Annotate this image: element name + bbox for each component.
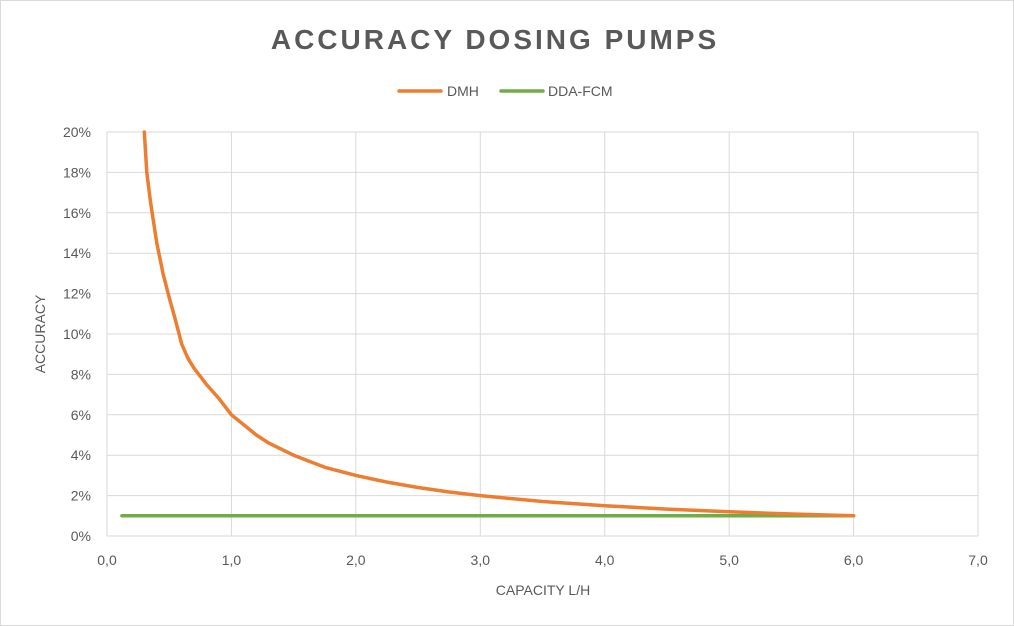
y-tick-label: 12% [63,286,91,302]
chart-title: ACCURACY DOSING PUMPS [271,24,719,55]
y-axis-ticks: 0% 2% 4% 6% 8% 10% 12% 14% 16% 18% 20% [63,124,91,544]
x-tick-label: 5,0 [719,552,739,568]
y-tick-label: 20% [63,124,91,140]
legend-label-dda-fcm: DDA-FCM [548,83,613,99]
y-tick-label: 14% [63,245,91,261]
series-line-dmh [142,130,856,518]
x-tick-label: 4,0 [595,552,615,568]
legend-label-dmh: DMH [447,83,479,99]
y-tick-label: 2% [71,488,91,504]
x-tick-label: 2,0 [346,552,366,568]
x-tick-label: 7,0 [968,552,988,568]
series-layer [120,130,856,518]
grid [106,131,979,537]
x-axis-label: CAPACITY L/H [496,582,590,598]
x-tick-label: 0,0 [97,552,117,568]
legend: DMH DDA-FCM [397,83,613,99]
x-axis-ticks: 0,0 1,0 2,0 3,0 4,0 5,0 6,0 7,0 [97,552,988,568]
y-tick-label: 6% [71,407,91,423]
y-axis-label: ACCURACY [32,294,48,373]
x-tick-label: 3,0 [471,552,491,568]
y-tick-label: 4% [71,447,91,463]
y-tick-label: 18% [63,164,91,180]
x-tick-label: 1,0 [222,552,242,568]
y-tick-label: 16% [63,205,91,221]
x-tick-label: 6,0 [844,552,864,568]
y-tick-label: 10% [63,326,91,342]
y-tick-label: 8% [71,366,91,382]
y-tick-label: 0% [71,528,91,544]
